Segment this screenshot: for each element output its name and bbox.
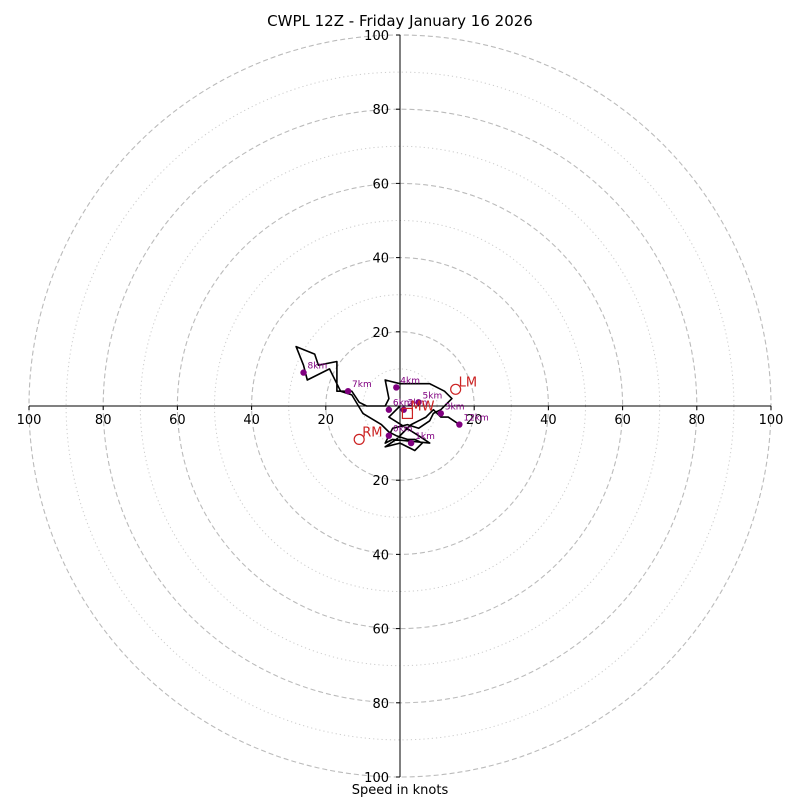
height-marker-7km: [344, 387, 352, 395]
chart-title: CWPL 12Z - Friday January 16 2026: [267, 12, 533, 30]
y-tick-label: 60: [372, 177, 389, 192]
x-tick-label: 20: [466, 413, 483, 428]
x-tick-label: 60: [169, 413, 186, 428]
height-label-8km: 8km: [308, 362, 328, 372]
height-marker-12km: [456, 421, 463, 428]
y-tick-label: 80: [372, 103, 389, 118]
height-label-4km: 4km: [400, 376, 420, 386]
height-marker-6km: [385, 406, 393, 413]
height-label-3km: 3km: [445, 402, 465, 412]
height-label-0km: 0km: [393, 425, 413, 435]
x-tick-label: 100: [759, 413, 784, 428]
height-marker-8km: [300, 369, 307, 376]
storm-motion-rm-marker: [353, 433, 365, 445]
height-marker-5km: [415, 399, 422, 406]
height-marker-4km: [393, 384, 400, 391]
storm-motion-rm-label: RM: [362, 425, 382, 440]
height-label-5km: 5km: [423, 391, 443, 401]
height-label-7km: 7km: [352, 380, 372, 390]
storm-motion-mw-label: MW: [410, 399, 434, 414]
y-tick-label: 40: [372, 548, 389, 563]
y-tick-label: 20: [372, 326, 389, 341]
x-tick-label: 40: [540, 413, 557, 428]
y-tick-label: 100: [364, 29, 389, 44]
x-tick-label: 40: [243, 413, 260, 428]
height-marker-3km: [437, 410, 445, 417]
x-axis-label: Speed in knots: [351, 783, 449, 798]
x-tick-label: 60: [614, 413, 631, 428]
hodograph-trace: [295, 345, 460, 452]
height-label-1km: 1km: [415, 432, 435, 442]
y-tick-label: 20: [372, 474, 389, 489]
storm-motion-mw-marker: [401, 407, 414, 420]
y-tick-label: 40: [372, 252, 389, 267]
storm-motion-lm-label: LM: [459, 375, 477, 390]
storm-motion-lm-marker: [450, 383, 462, 395]
y-tick-label: 60: [372, 623, 389, 638]
height-label-12km: 12km: [463, 414, 488, 424]
x-tick-label: 100: [17, 413, 42, 428]
x-tick-label: 20: [318, 413, 335, 428]
height-label-6km: 6km: [393, 399, 413, 409]
y-tick-label: 100: [364, 771, 389, 786]
x-tick-label: 80: [689, 413, 706, 428]
height-marker-0km: [385, 432, 393, 439]
height-marker-1km: [407, 439, 415, 447]
x-tick-label: 80: [95, 413, 112, 428]
y-tick-label: 80: [372, 697, 389, 712]
